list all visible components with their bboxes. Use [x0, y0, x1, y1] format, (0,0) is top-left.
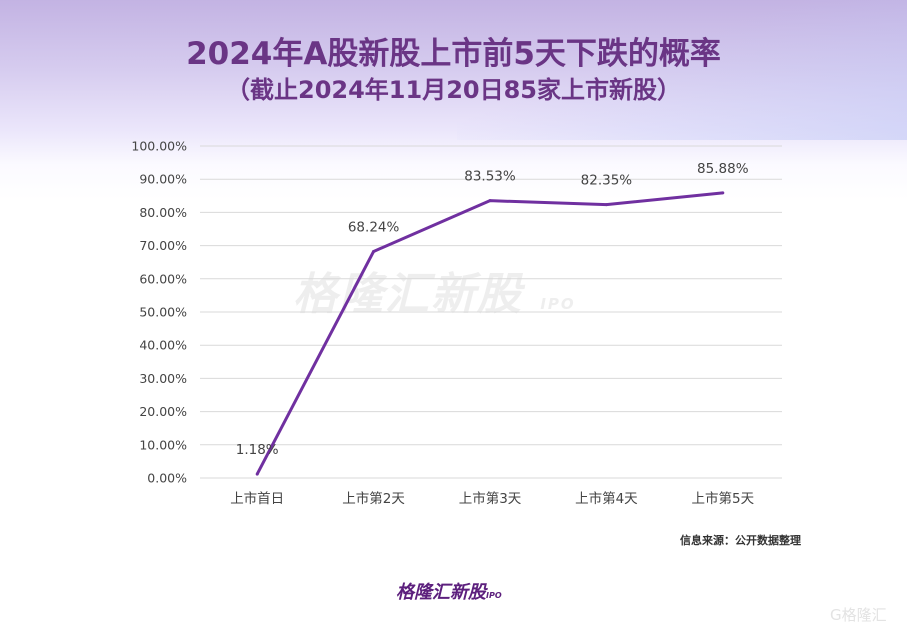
y-tick-label: 60.00% [139, 271, 187, 286]
data-label: 82.35% [581, 173, 633, 189]
y-tick-label: 30.00% [139, 371, 187, 386]
corner-logo: G格隆汇 [830, 606, 887, 624]
chart-title: 2024年A股新股上市前5天下跌的概率 [186, 36, 721, 72]
data-point [372, 249, 376, 253]
brand-logo: 格隆汇新股IPO [396, 582, 502, 603]
x-tick-label: 上市第3天 [459, 490, 522, 507]
y-tick-label: 70.00% [139, 238, 187, 253]
data-point [604, 203, 608, 207]
data-label: 68.24% [348, 219, 400, 235]
data-label: 83.53% [464, 169, 516, 185]
series-line [255, 191, 723, 475]
x-tick-label: 上市第5天 [692, 490, 755, 507]
data-label: 1.18% [236, 442, 279, 458]
x-tick-label: 上市第4天 [575, 490, 638, 507]
y-tick-label: 80.00% [139, 205, 187, 220]
data-point [721, 191, 725, 195]
chart-subtitle: （截止2024年11月20日85家上市新股） [226, 76, 681, 104]
y-tick-label: 100.00% [131, 139, 187, 154]
data-point [488, 199, 492, 203]
y-tick-label: 10.00% [139, 437, 187, 452]
x-tick-label: 上市第2天 [342, 490, 405, 507]
y-tick-label: 90.00% [139, 172, 187, 187]
data-point [255, 472, 259, 476]
source-note: 信息来源：公开数据整理 [680, 534, 801, 547]
y-tick-label: 0.00% [147, 471, 187, 486]
data-label: 85.88% [697, 161, 749, 177]
y-tick-label: 40.00% [139, 338, 187, 353]
y-tick-label: 20.00% [139, 404, 187, 419]
y-tick-label: 50.00% [139, 305, 187, 320]
x-tick-label: 上市首日 [230, 490, 284, 507]
